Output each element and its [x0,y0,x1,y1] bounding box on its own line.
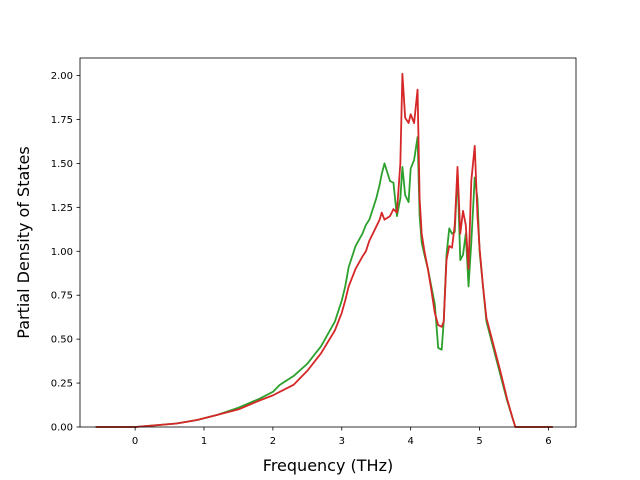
x-axis-label: Frequency (THz) [263,456,393,475]
x-tick-label: 0 [132,436,138,447]
tick-layer: 0 1 2 3 4 5 6 0.00 0.25 0.50 0.75 1.00 1.25 1.50 1.75 2… [51,71,552,447]
x-tick-label: 2 [270,436,276,447]
x-tick-label: 4 [407,436,413,447]
y-tick-label: 1.50 [51,159,73,170]
y-axis-label: Partial Density of States [14,146,33,338]
y-tick-label: 0.00 [51,423,73,434]
y-tick-label: 0.75 [51,291,73,302]
series-line-1 [95,136,553,428]
y-tick-label: 0.25 [51,379,73,390]
plot-frame [79,57,577,428]
y-tick-label: 2.00 [51,71,73,82]
x-tick-label: 1 [201,436,207,447]
y-tick-label: 1.75 [51,115,73,126]
y-tick-label: 0.50 [51,335,73,346]
series-layer [95,72,553,428]
y-tick-label: 1.25 [51,203,73,214]
x-tick-label: 5 [476,436,482,447]
series-line-2 [95,72,553,428]
x-tick-label: 6 [545,436,551,447]
y-tick-label: 1.00 [51,247,73,258]
x-tick-label: 3 [339,436,345,447]
